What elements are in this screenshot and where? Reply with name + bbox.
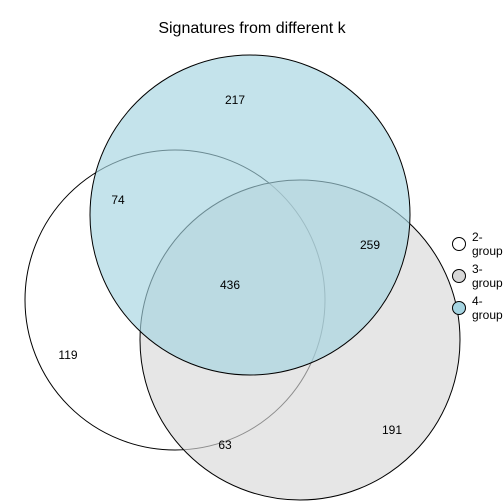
label-only-B: 191: [382, 423, 402, 437]
chart-title: Signatures from different k: [0, 20, 504, 38]
legend: 2-group 3-group 4-group: [452, 230, 504, 326]
label-A-and-B: 63: [218, 438, 231, 452]
legend-swatch-icon: [452, 301, 466, 315]
legend-label: 4-group: [472, 294, 504, 322]
circle-4-group: [90, 55, 410, 375]
legend-label: 2-group: [472, 230, 504, 258]
label-B-and-C: 259: [360, 238, 380, 252]
venn-diagram: [0, 0, 504, 504]
legend-item-4-group: 4-group: [452, 294, 504, 322]
label-A-and-C: 74: [111, 193, 124, 207]
legend-swatch-icon: [452, 237, 466, 251]
label-only-C: 217: [225, 93, 245, 107]
legend-item-3-group: 3-group: [452, 262, 504, 290]
legend-label: 3-group: [472, 262, 504, 290]
legend-swatch-icon: [452, 269, 466, 283]
legend-item-2-group: 2-group: [452, 230, 504, 258]
label-only-A: 119: [58, 348, 77, 362]
label-A-B-C: 436: [220, 278, 240, 292]
